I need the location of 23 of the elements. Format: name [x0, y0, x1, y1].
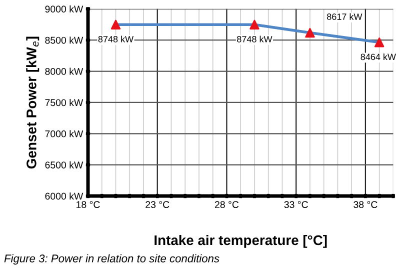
x-tick-label: 23 °C	[146, 201, 170, 208]
data-label: 8617 kW	[327, 13, 362, 20]
point	[250, 20, 260, 30]
data-label: 8748 kW	[98, 36, 134, 42]
point	[305, 28, 315, 38]
x-tick-label: 18 °C	[76, 201, 100, 208]
y-tick-label: 7500 kW	[45, 98, 84, 106]
y-tick-label: 8000 kW	[45, 68, 84, 75]
y-tick-label: 6000 kW	[45, 192, 84, 200]
x-tick-label: 38 °C	[354, 201, 378, 208]
x-axis-title: Intake air temperature [°C]	[154, 234, 327, 248]
y-axis-title: Genset Power [kW$_{e}$]	[26, 36, 40, 168]
data-label: 8748 kW	[237, 36, 272, 42]
caption: Figure 3: Power in relation to site conditions	[4, 254, 220, 265]
y-tick-label: 7000 kW	[45, 130, 84, 138]
point	[110, 20, 121, 30]
point	[374, 37, 384, 48]
data-label: 8464 kW	[360, 53, 396, 60]
y-tick-label: 8500 kW	[45, 36, 84, 44]
y-tick-label: 9000 kW	[45, 5, 84, 13]
y-tick-label: 6500 kW	[45, 161, 84, 168]
x-tick-label: 28 °C	[215, 201, 239, 208]
x-tick-label: 33 °C	[284, 201, 308, 208]
